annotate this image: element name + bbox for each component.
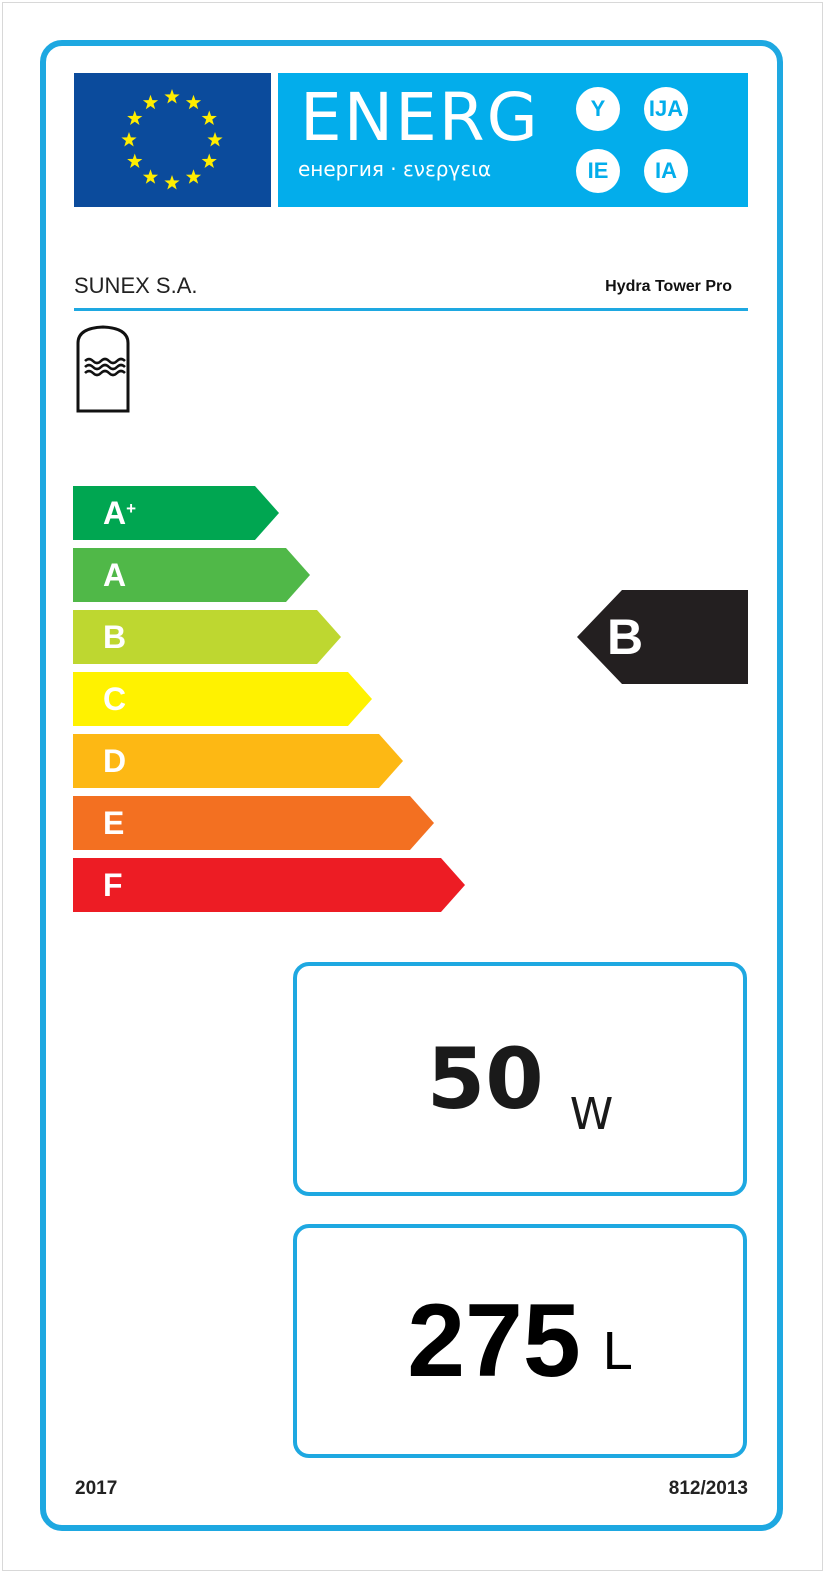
suffix-bubble: Y — [576, 87, 620, 131]
supplier-name: SUNEX S.A. — [74, 273, 198, 298]
scale-letter-text: F — [103, 867, 123, 903]
energy-word: ENERG — [300, 79, 540, 156]
scale-letter-text: A — [103, 495, 127, 531]
eu-star-icon — [201, 110, 217, 125]
scale-letter: C — [103, 680, 126, 718]
scale-bar-f: F — [73, 858, 465, 912]
scale-arrow-shape — [73, 610, 341, 664]
scale-letter-text: A — [103, 557, 127, 593]
eu-star-icon — [142, 169, 159, 184]
label-frame — [40, 40, 783, 1531]
scale-letter-text: C — [103, 681, 127, 717]
header-divider — [74, 308, 748, 311]
scale-letter: B — [103, 618, 126, 656]
energy-subtitle: енергия · ενεργεια — [298, 157, 492, 181]
scale-arrow-shape — [73, 796, 434, 850]
eu-star-icon — [121, 132, 137, 147]
scale-letter-text: B — [103, 619, 127, 655]
eu-star-icon — [201, 153, 217, 168]
eu-star-icon — [127, 110, 143, 125]
eu-star-icon — [127, 153, 143, 168]
scale-letter-text: D — [103, 743, 127, 779]
scale-arrow-shape — [73, 672, 372, 726]
eu-star-icon — [185, 169, 202, 184]
scale-arrow-shape — [73, 486, 279, 540]
eu-star-icon — [164, 175, 180, 190]
model-name: Hydra Tower Pro — [605, 278, 732, 295]
scale-letter: E — [103, 804, 124, 842]
scale-bar-b: B — [73, 610, 341, 664]
eu-star-icon — [207, 132, 223, 147]
volume-value: 275 — [407, 1283, 581, 1399]
suffix-bubble: IE — [576, 149, 620, 193]
scale-letter-text: E — [103, 805, 125, 841]
standing-loss-value: 50 — [426, 1030, 544, 1128]
volume-box: 275 L — [293, 1224, 747, 1458]
scale-bar-aplus: A+ — [73, 486, 279, 540]
standing-loss-box: 50 W — [293, 962, 747, 1196]
eu-star-icon — [164, 89, 180, 104]
scale-arrow-shape — [73, 734, 403, 788]
eu-stars-icon — [121, 89, 223, 190]
scale-arrow-shape — [73, 548, 310, 602]
standing-loss-unit: W — [569, 1089, 614, 1140]
rating-arrow-shape — [577, 590, 748, 684]
label-year: 2017 — [75, 1478, 118, 1499]
scale-letter: A — [103, 556, 126, 594]
eu-flag — [74, 73, 271, 207]
scale-letter: F — [103, 866, 123, 904]
suffix-bubble: IA — [644, 149, 688, 193]
scale-arrow-shape — [73, 858, 465, 912]
energy-banner: ENERG енергия · ενεργεια Y IJA IE IA — [278, 73, 748, 207]
scale-bar-a: A — [73, 548, 310, 602]
scale-bar-e: E — [73, 796, 434, 850]
rating-class: B — [607, 609, 644, 665]
volume-unit: L — [602, 1321, 633, 1381]
scale-letter-sup: + — [126, 499, 137, 518]
eu-star-icon — [142, 94, 159, 110]
water-tank-icon — [76, 325, 130, 413]
eu-star-icon — [185, 94, 202, 110]
scale-letter: A+ — [103, 494, 136, 532]
rating-arrow: B — [577, 590, 748, 684]
suffix-bubble: IJA — [644, 87, 688, 131]
scale-letter: D — [103, 742, 126, 780]
regulation-number: 812/2013 — [668, 1478, 748, 1499]
scale-bar-d: D — [73, 734, 403, 788]
scale-bar-c: C — [73, 672, 372, 726]
